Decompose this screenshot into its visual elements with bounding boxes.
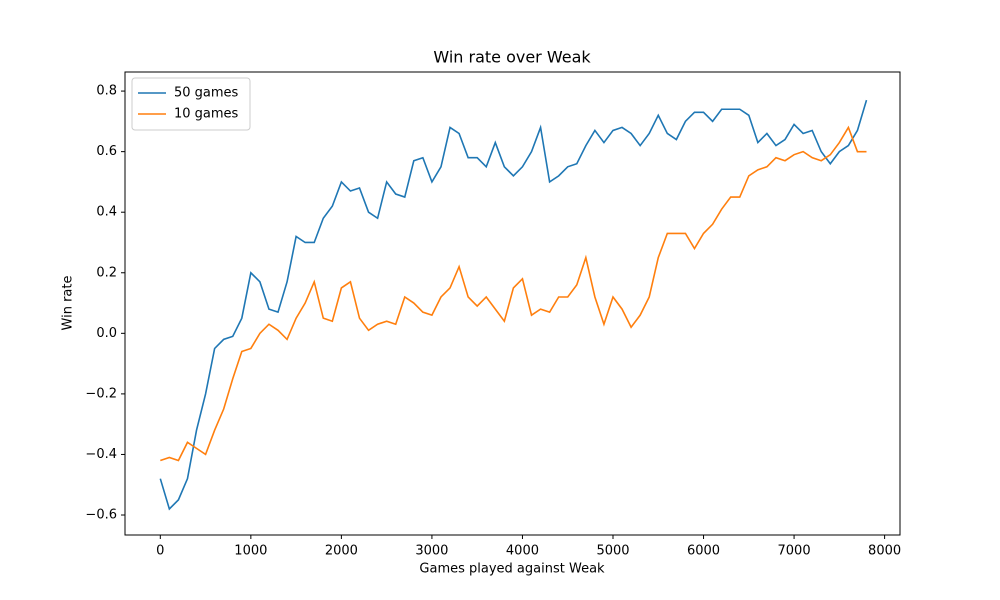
- y-tick-label: −0.2: [85, 386, 117, 401]
- x-tick-label: 7000: [778, 544, 811, 559]
- y-axis-label: Win rate: [61, 276, 76, 331]
- y-tick-label: 0.4: [96, 205, 117, 220]
- legend-label: 10 games: [174, 107, 239, 122]
- legend-box: [131, 77, 251, 131]
- x-tick-label: 0: [156, 544, 164, 559]
- y-tick-label: 0.0: [96, 326, 117, 341]
- x-tick-label: 6000: [687, 544, 720, 559]
- series-line: [159, 99, 868, 511]
- x-tick-label: 1000: [234, 544, 267, 559]
- y-tick-label: 0.8: [96, 84, 117, 99]
- x-tick-label: 8000: [868, 544, 901, 559]
- x-tick-label: 5000: [596, 544, 629, 559]
- series-line: [160, 125, 867, 462]
- legend-label: 50 games: [174, 86, 239, 101]
- x-tick-label: 4000: [506, 544, 539, 559]
- y-tick-label: 0.2: [96, 265, 117, 280]
- x-tick-label: 3000: [415, 544, 448, 559]
- x-tick-label: 2000: [325, 544, 358, 559]
- chart-title: Win rate over Weak: [433, 48, 591, 67]
- x-axis-label: Games played against Weak: [419, 562, 605, 577]
- plot-frame: [124, 71, 901, 536]
- y-tick-label: −0.4: [85, 447, 117, 462]
- y-tick-label: −0.6: [85, 508, 117, 523]
- y-tick-label: 0.6: [96, 144, 117, 159]
